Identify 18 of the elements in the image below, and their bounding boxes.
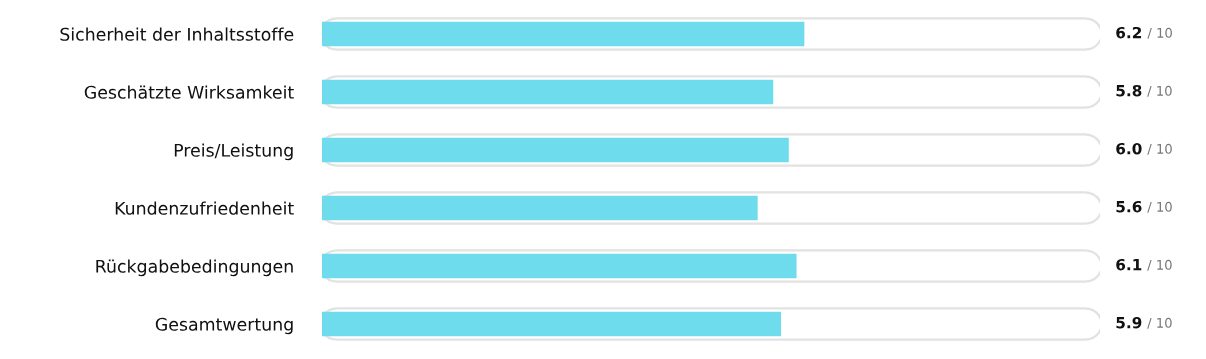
text: / 10 xyxy=(1147,317,1172,329)
data-label: 5.6 xyxy=(1116,200,1142,213)
text: / 10 xyxy=(1147,27,1172,39)
data-label: 6.1 xyxy=(1116,258,1142,271)
text: / 10 xyxy=(1147,201,1172,213)
y-tick-label: Kundenzufriedenheit xyxy=(115,201,294,215)
text: / 10 xyxy=(1147,143,1172,155)
text: / 10 xyxy=(1147,259,1172,271)
y-tick-label: Gesamtwertung xyxy=(155,317,293,335)
y-tick-label: Rückgabebedingungen xyxy=(96,259,293,277)
y-tick-label: Sicherheit der Inhaltsstoffe xyxy=(60,27,294,41)
text: / 10 xyxy=(1147,85,1172,97)
data-label: 5.9 xyxy=(1116,316,1142,329)
y-tick-label: Preis/Leistung xyxy=(174,143,293,161)
data-label: 6.2 xyxy=(1116,26,1142,39)
data-label: 6.0 xyxy=(1116,142,1142,155)
data-label: 5.8 xyxy=(1116,84,1142,97)
y-tick-label: Geschätzte Wirksamkeit xyxy=(84,85,294,99)
